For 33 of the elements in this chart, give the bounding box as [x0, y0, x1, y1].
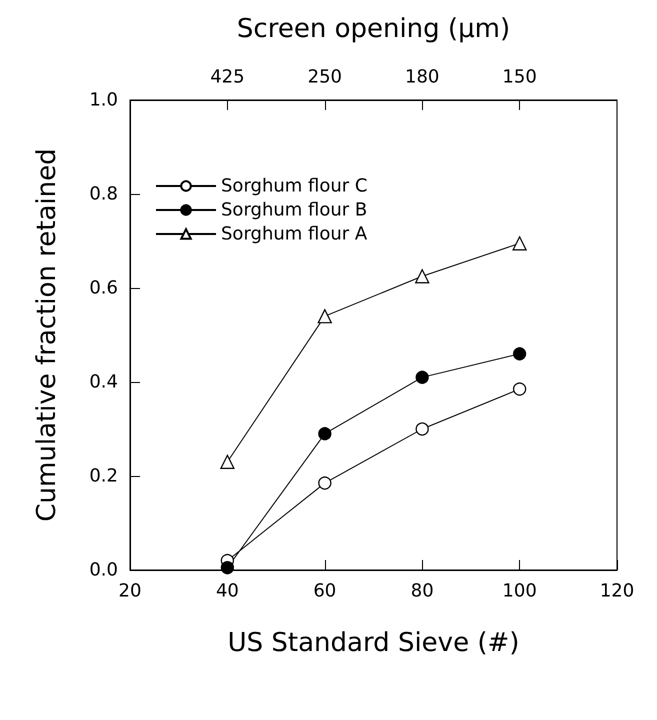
legend-label: Sorghum flour C — [221, 176, 368, 196]
x-tick-label: 60 — [313, 580, 336, 602]
y-tick-label: 0.2 — [89, 466, 118, 486]
y-axis-title: Cumulative fraction retained — [32, 148, 62, 522]
point — [220, 561, 234, 574]
x-tick-label: 80 — [410, 580, 434, 602]
point — [318, 309, 332, 324]
x-tick-label: 20 — [118, 580, 142, 602]
point — [415, 269, 430, 284]
point — [318, 427, 332, 440]
legend-label: Sorghum flour A — [221, 224, 368, 244]
point — [220, 454, 234, 469]
annotation: 250 — [308, 66, 342, 88]
point — [416, 422, 429, 436]
x-tick-label: 40 — [216, 580, 239, 602]
x-tick-label: 120 — [600, 580, 634, 602]
x2-axis-title: Screen opening (μm) — [236, 14, 510, 44]
point — [513, 347, 526, 360]
annotation: 425 — [210, 66, 245, 88]
y-tick-label: 0.0 — [89, 560, 118, 580]
x-axis-title: US Standard Sieve (#) — [228, 628, 520, 658]
annotation: 150 — [502, 66, 537, 88]
x-tick-label: 100 — [502, 580, 537, 602]
point — [318, 476, 332, 490]
point — [513, 382, 526, 396]
point — [416, 370, 429, 384]
legend-label: Sorghum flour B — [221, 200, 368, 220]
y-tick-label: 1.0 — [89, 90, 118, 110]
y-tick-label: 0.8 — [89, 184, 118, 204]
annotation: 180 — [405, 66, 440, 88]
point — [512, 236, 527, 250]
y-tick-label: 0.6 — [89, 278, 118, 298]
y-tick-label: 0.4 — [89, 372, 118, 392]
